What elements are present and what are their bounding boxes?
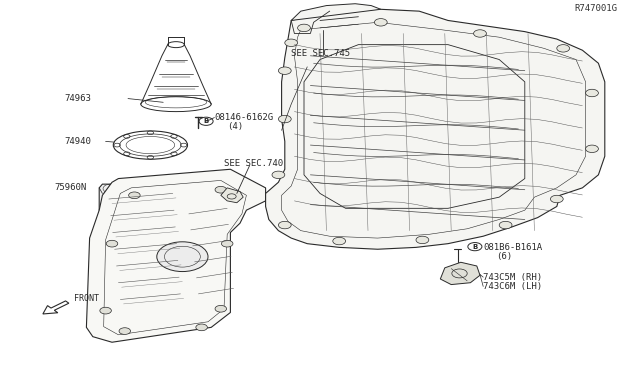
Polygon shape — [86, 169, 266, 342]
Text: FRONT: FRONT — [74, 294, 99, 303]
Text: 74963: 74963 — [64, 94, 91, 103]
Polygon shape — [221, 188, 243, 203]
Circle shape — [586, 89, 598, 97]
Text: R747001G: R747001G — [575, 4, 618, 13]
Circle shape — [278, 221, 291, 229]
Circle shape — [106, 240, 118, 247]
Text: (6): (6) — [496, 252, 512, 261]
Polygon shape — [440, 262, 480, 285]
Circle shape — [374, 19, 387, 26]
Circle shape — [278, 115, 291, 123]
Polygon shape — [266, 9, 605, 249]
Circle shape — [221, 240, 233, 247]
Circle shape — [333, 237, 346, 245]
Circle shape — [278, 67, 291, 74]
Text: B: B — [472, 244, 477, 250]
Circle shape — [499, 221, 512, 229]
Circle shape — [468, 243, 482, 251]
Text: (4): (4) — [227, 122, 243, 131]
Circle shape — [100, 307, 111, 314]
Text: 74940: 74940 — [64, 137, 91, 146]
Circle shape — [215, 186, 227, 193]
Circle shape — [119, 328, 131, 334]
Circle shape — [416, 236, 429, 244]
Polygon shape — [291, 4, 381, 20]
Text: 08146-6162G: 08146-6162G — [214, 113, 273, 122]
Text: 75960N: 75960N — [54, 183, 86, 192]
Circle shape — [199, 117, 213, 125]
Text: 743C5M (RH): 743C5M (RH) — [483, 273, 542, 282]
Circle shape — [215, 305, 227, 312]
Text: 081B6-B161A: 081B6-B161A — [483, 243, 542, 252]
Text: B: B — [204, 118, 209, 124]
Circle shape — [285, 39, 298, 46]
Circle shape — [474, 30, 486, 37]
Circle shape — [272, 171, 285, 179]
Circle shape — [557, 45, 570, 52]
Text: 743C6M (LH): 743C6M (LH) — [483, 282, 542, 291]
FancyArrow shape — [43, 301, 69, 314]
Circle shape — [298, 24, 310, 32]
Circle shape — [550, 195, 563, 203]
Polygon shape — [99, 184, 176, 214]
Text: SEE SEC.745: SEE SEC.745 — [291, 49, 350, 58]
Circle shape — [196, 324, 207, 331]
Circle shape — [157, 242, 208, 272]
Circle shape — [129, 192, 140, 199]
Circle shape — [586, 145, 598, 153]
Text: SEE SEC.740: SEE SEC.740 — [224, 159, 283, 168]
